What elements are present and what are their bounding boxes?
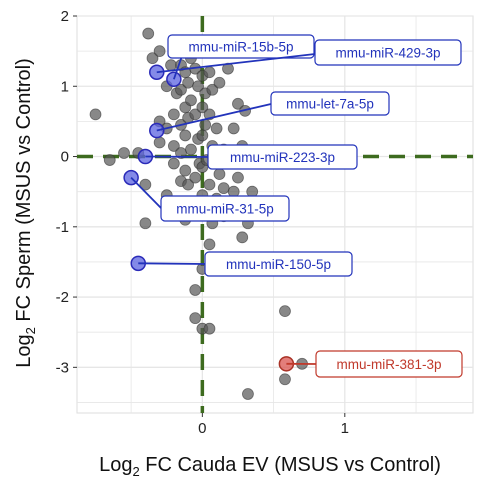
- data-point: [153, 136, 166, 149]
- data-point: [175, 83, 187, 96]
- data-point: [139, 178, 152, 191]
- data-point: [213, 168, 226, 180]
- data-point: [279, 305, 291, 318]
- y-tick-label: -3: [56, 359, 69, 376]
- data-point: [203, 178, 216, 191]
- callout-box: [315, 350, 463, 378]
- data-point: [182, 76, 195, 89]
- data-point: [203, 66, 216, 79]
- callout-label: mmu-miR-15b-5p: [188, 40, 293, 55]
- data-point: [227, 122, 240, 135]
- data-point: [165, 59, 177, 72]
- data-point: [142, 27, 155, 40]
- data-point: [189, 171, 202, 184]
- data-point: [242, 388, 254, 400]
- callout-box: [207, 144, 358, 170]
- data-point: [179, 164, 192, 177]
- data-point: [210, 122, 223, 135]
- data-point: [206, 83, 219, 96]
- data-point: [189, 108, 202, 121]
- data-point: [118, 147, 130, 159]
- data-point: [196, 129, 209, 142]
- callout-label: mmu-miR-381-3p: [336, 357, 441, 372]
- data-point: [196, 101, 209, 114]
- data-point: [179, 129, 192, 142]
- y-tick-label: 0: [61, 149, 69, 166]
- callout-label: mmu-miR-429-3p: [335, 46, 440, 61]
- data-point: [182, 178, 195, 191]
- y-tick-label: 2: [61, 8, 69, 25]
- y-tick-labels: 2 1 0 -1 -2 -3: [56, 8, 77, 376]
- y-axis-title: Log2 FC Sperm (MSUS vs Control): [13, 58, 38, 368]
- data-point: [167, 108, 180, 121]
- data-point: [279, 373, 291, 386]
- data-point: [236, 231, 249, 244]
- data-point: [213, 76, 226, 89]
- data-point: [139, 217, 152, 230]
- data-point: [192, 80, 204, 93]
- data-point: [185, 143, 197, 156]
- callout-label: mmu-miR-150-5p: [226, 257, 331, 272]
- data-point: [203, 322, 216, 335]
- callout-labels: mmu-miR-15b-5p mmu-miR-429-3p mmu-let-7a-5…: [130, 34, 463, 378]
- y-tick-label: -2: [56, 289, 69, 306]
- data-point: [185, 94, 197, 107]
- callout-label: mmu-miR-223-3p: [230, 150, 335, 165]
- y-tick-label: -1: [56, 219, 69, 236]
- data-point: [153, 45, 166, 58]
- callout-box: [204, 251, 353, 277]
- callout-box: [160, 195, 290, 222]
- callout-box: [167, 34, 315, 59]
- callout-box: [270, 91, 390, 116]
- x-tick-label: 0: [198, 420, 206, 437]
- callout-leader: [130, 176, 162, 209]
- x-axis-title: Log2 FC Cauda EV (MSUS vs Control): [99, 454, 441, 479]
- callout-box: [314, 39, 462, 66]
- x-tick-label: 1: [341, 420, 349, 437]
- data-point: [217, 182, 230, 195]
- data-point: [189, 284, 202, 296]
- data-point: [167, 157, 180, 170]
- data-point: [146, 52, 159, 65]
- data-point: [89, 108, 102, 121]
- data-point: [203, 238, 216, 251]
- data-point: [232, 171, 244, 184]
- callout-label: mmu-miR-31-5p: [176, 202, 274, 217]
- data-point: [167, 140, 180, 152]
- callout-leader: [138, 262, 206, 265]
- callout-label: mmu-let-7a-5p: [286, 97, 374, 112]
- data-point: [103, 154, 116, 166]
- y-tick-label: 1: [61, 78, 69, 95]
- data-point: [189, 312, 202, 325]
- callout-leader: [156, 103, 272, 132]
- callout-leader: [156, 53, 316, 74]
- data-point: [232, 97, 244, 110]
